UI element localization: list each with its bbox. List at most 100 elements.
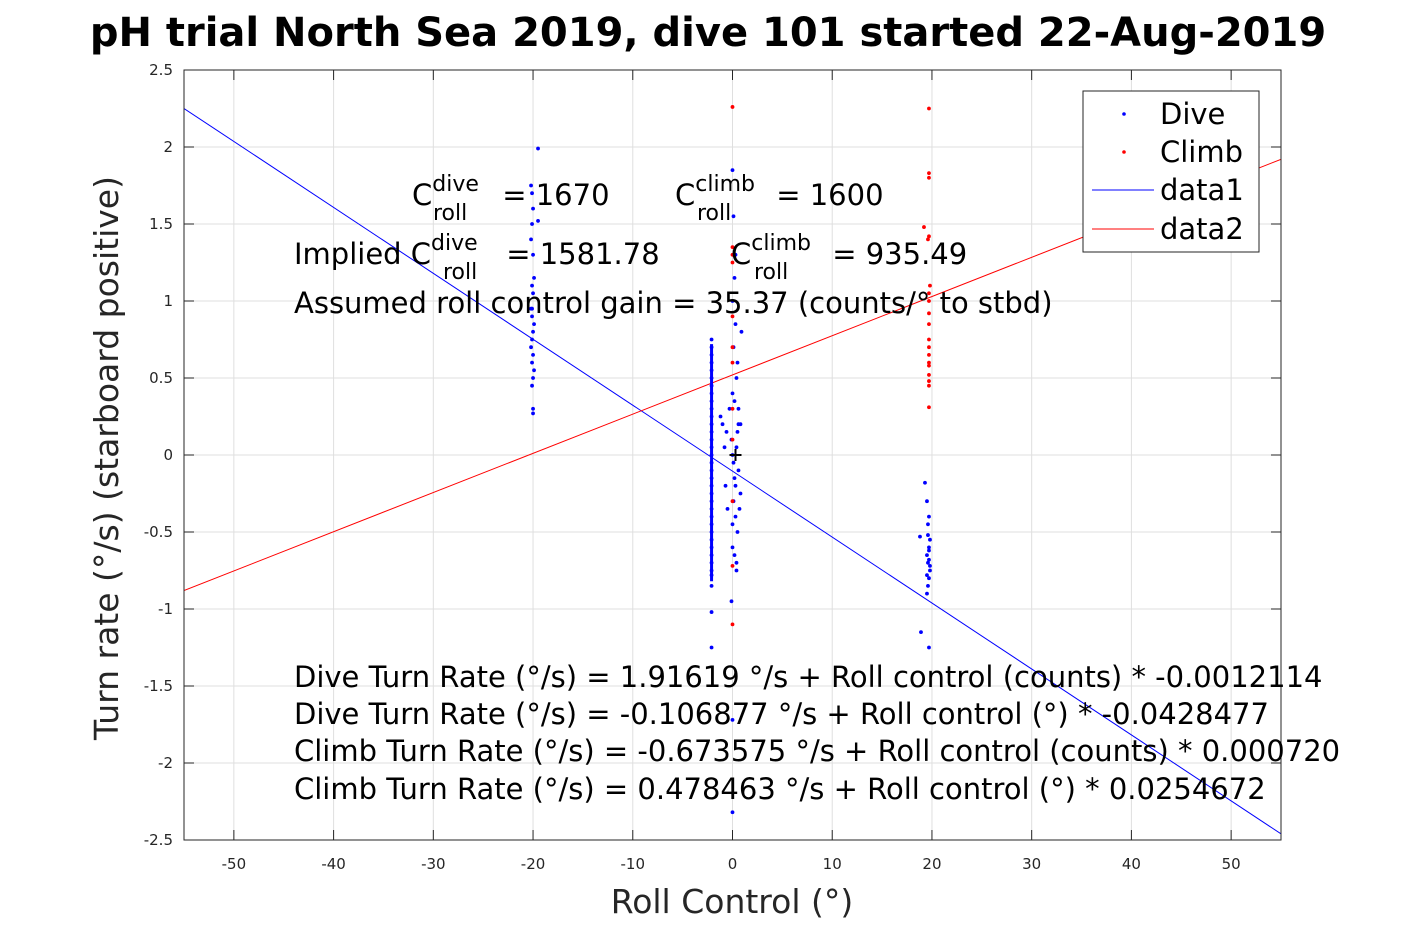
climb-point bbox=[927, 373, 931, 377]
c-dive-sup: dive bbox=[432, 172, 479, 197]
climb-point bbox=[730, 499, 735, 504]
c-climb-sub: roll bbox=[697, 201, 731, 226]
x-tick-label: 40 bbox=[1122, 855, 1141, 873]
y-axis-label: Turn rate (°/s) (starboard positive) bbox=[87, 176, 126, 741]
dive-point bbox=[918, 534, 922, 539]
annotation-gain: Assumed roll control gain = 35.37 (count… bbox=[294, 286, 1053, 320]
dive-point bbox=[732, 276, 737, 280]
dive-point bbox=[733, 322, 738, 326]
dive-point bbox=[927, 514, 931, 519]
y-tick-label: -1 bbox=[158, 600, 173, 618]
annotation-c-climb: Cclimb roll = 1600 bbox=[675, 172, 884, 226]
dive-point bbox=[530, 360, 534, 365]
dive-point bbox=[927, 557, 931, 562]
dive-point bbox=[531, 206, 535, 211]
dive-point bbox=[530, 222, 534, 226]
climb-point bbox=[927, 405, 931, 410]
legend-label-data2: data2 bbox=[1160, 212, 1244, 246]
dive-point bbox=[532, 276, 536, 280]
x-tick-label: 30 bbox=[1022, 855, 1041, 873]
dive-point bbox=[530, 337, 534, 342]
legend: Dive Climb data1 data2 bbox=[1082, 90, 1260, 253]
climb-point bbox=[927, 363, 931, 368]
dive-point bbox=[736, 406, 741, 411]
climb-point bbox=[927, 234, 931, 239]
x-tick-label: -10 bbox=[621, 855, 646, 873]
c-climb-sup: climb bbox=[695, 172, 755, 197]
legend-box bbox=[1082, 90, 1260, 253]
dive-point bbox=[732, 399, 737, 403]
dive-point bbox=[709, 645, 714, 650]
dive-point bbox=[732, 476, 737, 480]
y-tick-label: 1.5 bbox=[149, 215, 173, 233]
climb-point bbox=[730, 563, 735, 568]
dive-point bbox=[730, 810, 735, 815]
dive-point bbox=[927, 645, 931, 650]
x-tick-label: -30 bbox=[421, 855, 446, 873]
dive-point bbox=[709, 337, 714, 342]
dive-point bbox=[727, 406, 732, 411]
implied-climb-sup: climb bbox=[751, 231, 811, 256]
climb-point bbox=[927, 322, 931, 326]
implied-climb-sub: roll bbox=[754, 260, 788, 285]
x-tick-label: 0 bbox=[728, 855, 738, 873]
dive-point bbox=[926, 584, 930, 588]
x-tick-label: 20 bbox=[922, 855, 941, 873]
legend-marker-dive bbox=[1122, 112, 1126, 116]
c-dive-base: C bbox=[412, 178, 432, 212]
dive-point bbox=[724, 430, 729, 434]
dive-point bbox=[530, 383, 534, 388]
annotation-implied-climb: Cclimb roll = 935.49 bbox=[731, 231, 967, 285]
y-tick-label: -0.5 bbox=[144, 523, 173, 541]
data-points bbox=[529, 105, 932, 815]
y-tick-label: 1 bbox=[163, 292, 173, 310]
dive-point bbox=[531, 406, 535, 411]
dive-point bbox=[532, 322, 536, 326]
dive-point bbox=[730, 545, 735, 550]
c-dive-value: = 1670 bbox=[493, 178, 610, 212]
dive-point bbox=[532, 368, 536, 373]
annotation-equation-3: Climb Turn Rate (°/s) = -0.673575 °/s + … bbox=[294, 734, 1340, 768]
dive-point bbox=[709, 610, 714, 614]
climb-point bbox=[730, 622, 735, 627]
dive-point bbox=[723, 483, 728, 488]
dive-point bbox=[718, 414, 723, 419]
dive-point bbox=[735, 360, 740, 365]
annotations: Cdive roll = 1670 Cclimb roll = 1600 Impli… bbox=[294, 172, 1340, 806]
dive-point bbox=[720, 422, 725, 427]
y-tick-label: -1.5 bbox=[144, 677, 173, 695]
ticks: -50 -40 -30 -20 -10 0 10 20 30 40 50 2.5 2 1.5 1 0.5 0 -0… bbox=[144, 61, 1281, 873]
annotation-equation-4: Climb Turn Rate (°/s) = 0.478463 °/s + R… bbox=[294, 772, 1266, 806]
annotation-implied-dive: Implied Cdive roll = 1581.78 bbox=[294, 231, 660, 285]
dive-point bbox=[734, 560, 739, 565]
y-tick-label: 2.5 bbox=[149, 61, 173, 79]
annotation-equation-1: Dive Turn Rate (°/s) = 1.91619 °/s + Rol… bbox=[294, 660, 1322, 694]
dive-point bbox=[725, 507, 730, 511]
climb-point bbox=[927, 337, 931, 342]
dive-point bbox=[529, 345, 533, 350]
dive-point bbox=[738, 491, 743, 496]
x-tick-label: 50 bbox=[1222, 855, 1241, 873]
climb-point bbox=[927, 175, 931, 180]
c-dive-sub: roll bbox=[433, 201, 467, 226]
dive-point bbox=[531, 291, 535, 296]
legend-label-dive: Dive bbox=[1160, 97, 1225, 131]
dive-point bbox=[730, 168, 735, 173]
dive-point bbox=[709, 584, 714, 588]
climb-point bbox=[730, 314, 735, 319]
x-tick-label: -40 bbox=[321, 855, 346, 873]
dive-point bbox=[925, 573, 929, 578]
dive-point bbox=[732, 553, 737, 557]
dive-point bbox=[735, 530, 740, 534]
c-climb-value: = 1600 bbox=[767, 178, 884, 212]
chart-title: pH trial North Sea 2019, dive 101 starte… bbox=[90, 10, 1326, 56]
dive-point bbox=[536, 219, 540, 223]
climb-point bbox=[730, 345, 735, 350]
legend-label-climb: Climb bbox=[1160, 135, 1243, 169]
dive-point bbox=[733, 483, 738, 488]
climb-point bbox=[730, 437, 735, 442]
dive-point bbox=[925, 591, 929, 596]
dive-point bbox=[729, 599, 734, 604]
c-climb-base: C bbox=[675, 178, 695, 212]
